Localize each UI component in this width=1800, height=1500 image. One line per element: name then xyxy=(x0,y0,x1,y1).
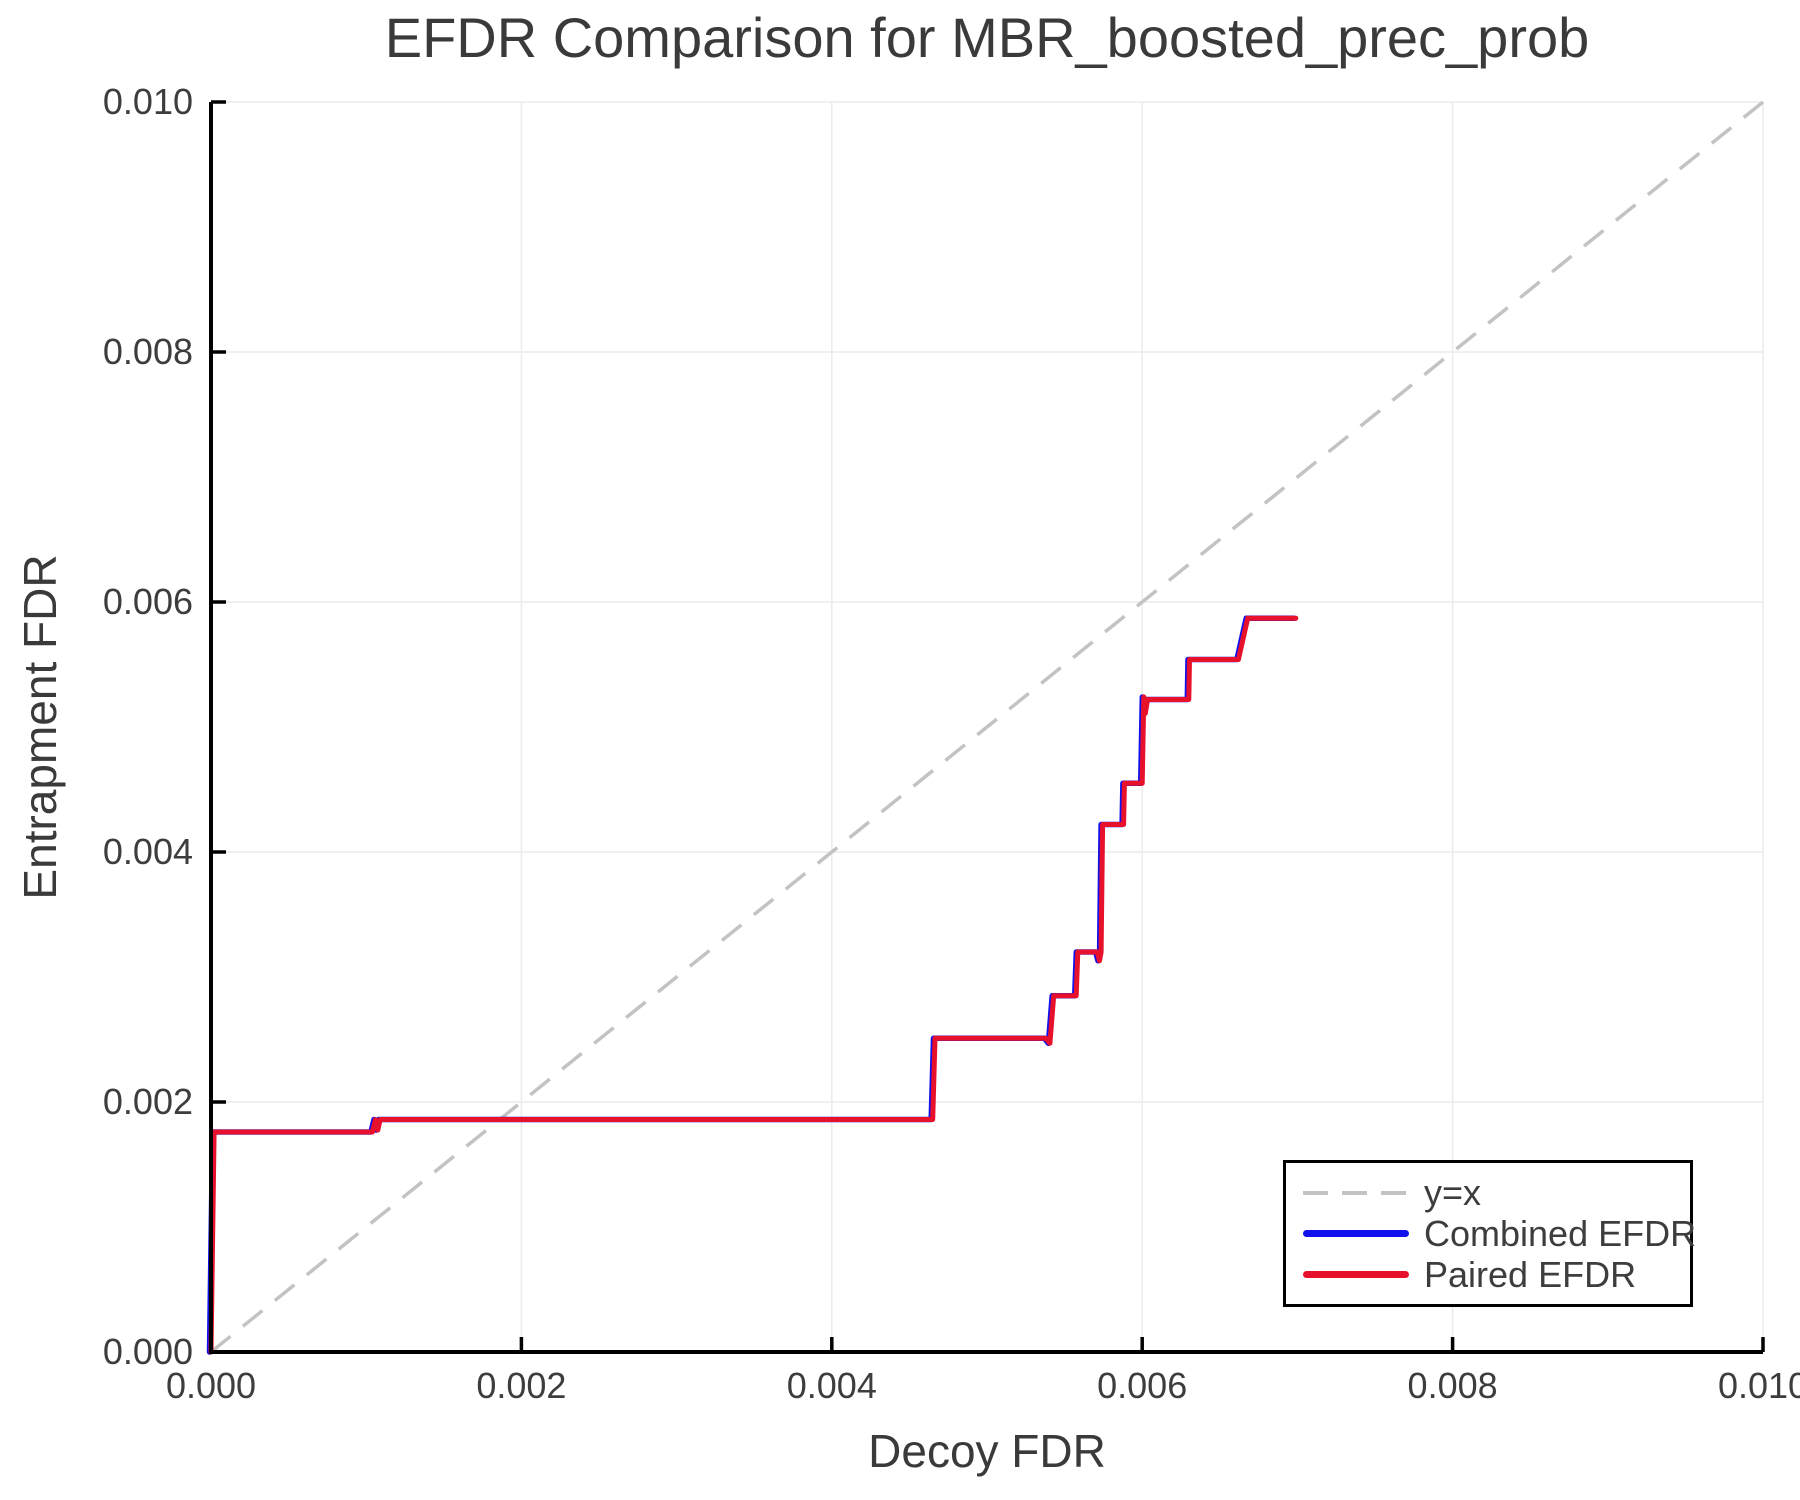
y-tick-label: 0.008 xyxy=(103,331,193,372)
y-axis-label: Entrapment FDR xyxy=(14,554,66,900)
combined-efdr-swatch xyxy=(1303,1230,1409,1237)
y-tick-label: 0.006 xyxy=(103,581,193,622)
paired-efdr-line xyxy=(208,615,1299,1355)
legend: y=x Combined EFDR Paired EFDR xyxy=(1283,1160,1696,1307)
y-tick-label: 0.010 xyxy=(103,81,193,122)
y-tick-label: 0.004 xyxy=(103,831,193,872)
x-tick-label: 0.006 xyxy=(1097,1365,1187,1406)
identity-line xyxy=(209,100,1765,1354)
legend-entry-paired: Paired EFDR xyxy=(1303,1256,1690,1293)
legend-label-paired: Paired EFDR xyxy=(1424,1253,1637,1295)
x-tick-label: 0.008 xyxy=(1408,1365,1498,1406)
identity-line-swatch xyxy=(1303,1190,1409,1195)
x-tick-label: 0.004 xyxy=(787,1365,877,1406)
y-tick-label: 0.002 xyxy=(103,1081,193,1122)
legend-entry-combined: Combined EFDR xyxy=(1303,1215,1696,1252)
legend-label-combined: Combined EFDR xyxy=(1424,1212,1697,1254)
paired-efdr-swatch xyxy=(1303,1271,1409,1278)
legend-label-identity: y=x xyxy=(1424,1171,1482,1213)
x-tick-label: 0.010 xyxy=(1718,1365,1800,1406)
chart-title: EFDR Comparison for MBR_boosted_prec_pro… xyxy=(384,6,1590,69)
y-tick-label: 0.000 xyxy=(103,1331,193,1372)
x-tick-label: 0.000 xyxy=(166,1365,256,1406)
combined-efdr-line xyxy=(206,615,1298,1355)
x-axis-label: Decoy FDR xyxy=(868,1425,1106,1477)
legend-entry-identity: y=x xyxy=(1303,1174,1690,1211)
x-tick-label: 0.002 xyxy=(476,1365,566,1406)
